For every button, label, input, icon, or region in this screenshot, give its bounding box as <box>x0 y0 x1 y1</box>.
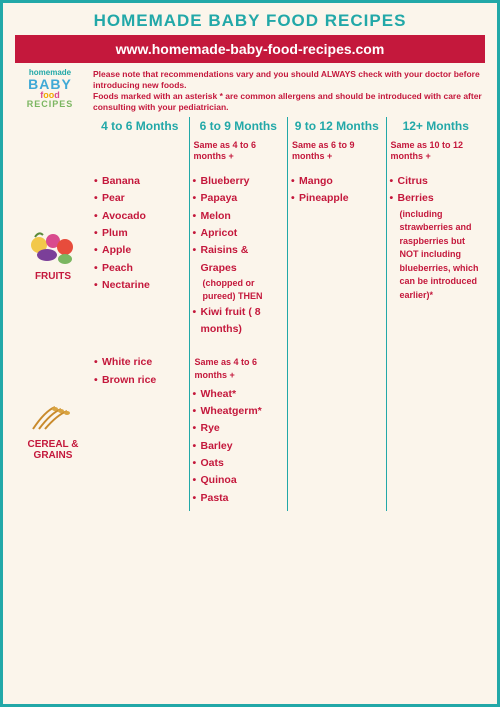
list-item: Plum <box>94 225 186 242</box>
col-head-3: 12+ Months <box>387 117 486 139</box>
col-head-0: 4 to 6 Months <box>91 117 190 139</box>
list-item: Apple <box>94 242 186 259</box>
list-item: Quinoa <box>193 472 285 489</box>
list-item: Wheatgerm* <box>193 403 285 420</box>
list-item: Avocado <box>94 208 186 225</box>
list-item: Pear <box>94 190 186 207</box>
fruits-c0: BananaPearAvocadoPlumApplePeachNectarine <box>91 169 190 343</box>
fruits-c1-note: (chopped or pureed) THEN <box>193 277 285 304</box>
list-item: Raisins & Grapes <box>193 242 285 277</box>
grains-c1-pre: Same as 4 to 6 months + <box>193 354 285 385</box>
list-item: Mango <box>291 173 383 190</box>
row-label-grains: CEREAL & GRAINS <box>15 350 91 510</box>
fruits-c3-note: (including strawberries and raspberries … <box>390 208 483 303</box>
fruits-icon <box>25 229 81 267</box>
list-item: Peach <box>94 260 186 277</box>
fruits-c3: CitrusBerries (including strawberries an… <box>387 169 486 343</box>
list-item: Pineapple <box>291 190 383 207</box>
grains-c3 <box>387 350 486 510</box>
header-row: homemade BABY food RECIPES Please note t… <box>15 69 485 113</box>
logo-line4: RECIPES <box>15 100 85 109</box>
grains-c2 <box>288 350 387 510</box>
logo: homemade BABY food RECIPES <box>15 69 85 113</box>
list-item: Blueberry <box>193 173 285 190</box>
col-head-1: 6 to 9 Months <box>190 117 289 139</box>
page-title: HOMEMADE BABY FOOD RECIPES <box>15 11 485 31</box>
grains-c0: White riceBrown rice <box>91 350 190 510</box>
list-item: Rye <box>193 420 285 437</box>
list-item: Melon <box>193 208 285 225</box>
list-item: Papaya <box>193 190 285 207</box>
col-sub-2: Same as 6 to 9 months + <box>288 140 387 169</box>
list-item: White rice <box>94 354 186 371</box>
list-item: Berries <box>390 190 483 207</box>
list-item: Banana <box>94 173 186 190</box>
url-bar: www.homemade-baby-food-recipes.com <box>15 35 485 63</box>
list-item: Wheat* <box>193 386 285 403</box>
fruits-c1-extra: Kiwi fruit ( 8 months) <box>193 304 285 339</box>
disclaimer-line2: Foods marked with an asterisk * are comm… <box>93 91 485 113</box>
fruits-c2: MangoPineapple <box>288 169 387 343</box>
grains-c1: Same as 4 to 6 months + Wheat*Wheatgerm*… <box>190 350 289 510</box>
list-item: Barley <box>193 438 285 455</box>
col-sub-3: Same as 10 to 12 months + <box>387 140 486 169</box>
row-label-fruits: FRUITS <box>15 169 91 343</box>
col-sub-0 <box>91 140 190 169</box>
list-item: Citrus <box>390 173 483 190</box>
grains-icon <box>25 401 81 435</box>
disclaimer: Please note that recommendations vary an… <box>93 69 485 113</box>
list-item: Nectarine <box>94 277 186 294</box>
chart-grid: 4 to 6 Months 6 to 9 Months 9 to 12 Mont… <box>15 117 485 511</box>
list-item: Oats <box>193 455 285 472</box>
col-sub-1: Same as 4 to 6 months + <box>190 140 289 169</box>
fruits-label: FRUITS <box>35 271 71 282</box>
fruits-c1: BlueberryPapayaMelonApricotRaisins & Gra… <box>190 169 289 343</box>
list-item: Pasta <box>193 490 285 507</box>
col-head-2: 9 to 12 Months <box>288 117 387 139</box>
list-item: Brown rice <box>94 372 186 389</box>
grains-label: CEREAL & GRAINS <box>17 439 89 461</box>
logo-line2: BABY <box>15 77 85 91</box>
list-item: Apricot <box>193 225 285 242</box>
disclaimer-line1: Please note that recommendations vary an… <box>93 69 485 91</box>
